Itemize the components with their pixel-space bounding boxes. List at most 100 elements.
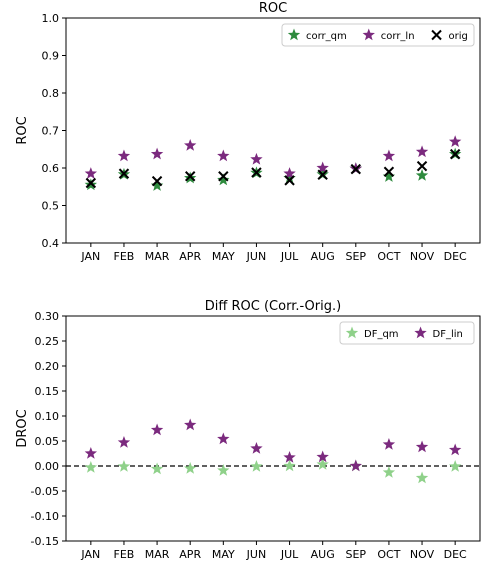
data-point <box>150 423 164 436</box>
y-tick-label: 0.20 <box>35 360 60 373</box>
legend-marker <box>431 29 442 41</box>
legend-marker <box>345 326 359 339</box>
x-tick-label: OCT <box>377 548 400 561</box>
data-point <box>117 149 131 162</box>
y-tick-label: 0.25 <box>35 335 60 348</box>
legend-label: corr_ln <box>381 31 415 42</box>
plot-frame <box>65 17 481 244</box>
data-point <box>448 443 462 456</box>
x-tick-label: JAN <box>80 548 100 561</box>
legend-item: corr_ln <box>362 28 415 42</box>
data-point <box>184 139 197 151</box>
data-point <box>84 447 98 459</box>
x-tick-label: MAR <box>145 548 170 561</box>
series-corr_qm <box>84 147 462 191</box>
chart-title: ROC <box>259 1 287 16</box>
data-point <box>316 458 329 470</box>
data-point <box>284 175 295 186</box>
x-tick-label: OCT <box>377 250 400 263</box>
y-tick-label: 0.8 <box>42 87 60 100</box>
x-tick-label: JUN <box>246 548 267 561</box>
data-point <box>217 464 230 476</box>
data-point <box>283 167 296 179</box>
legend-frame <box>339 321 475 345</box>
data-point <box>448 135 462 148</box>
data-point <box>184 418 197 431</box>
data-point <box>415 145 429 158</box>
data-point <box>85 177 97 189</box>
x-tick-label: DEC <box>444 548 467 561</box>
data-point <box>151 175 163 187</box>
x-tick-label: JAN <box>80 250 100 263</box>
x-tick-label: SEP <box>346 250 367 263</box>
data-point <box>283 451 296 463</box>
series-orig <box>85 148 461 189</box>
data-point <box>382 466 396 478</box>
x-tick-label: AUG <box>311 548 335 561</box>
data-point <box>150 462 164 475</box>
legend-label: orig <box>449 31 468 42</box>
legend-marker <box>414 326 427 339</box>
plot-frame <box>65 315 481 542</box>
data-point <box>84 461 98 473</box>
data-point <box>449 148 461 160</box>
y-tick-label: 0.7 <box>42 125 60 138</box>
data-point <box>84 167 98 179</box>
data-point <box>250 460 263 472</box>
y-tick-label: 0.9 <box>42 50 60 63</box>
data-point <box>415 169 429 181</box>
data-point <box>415 471 429 484</box>
data-point <box>415 440 429 453</box>
legend-item: orig <box>431 29 468 42</box>
x-tick-label: MAY <box>212 250 235 263</box>
x-tick-label: DEC <box>444 250 467 263</box>
y-tick-label: -0.05 <box>31 485 59 498</box>
y-tick-label: 0.10 <box>35 410 60 423</box>
data-point <box>316 450 329 463</box>
legend-label: corr_qm <box>306 31 347 42</box>
y-tick-label: 1.0 <box>42 12 60 25</box>
y-tick-label: 0.05 <box>35 435 60 448</box>
x-tick-label: AUG <box>311 250 335 263</box>
data-point <box>217 149 230 162</box>
x-tick-label: NOV <box>410 250 435 263</box>
data-point <box>317 169 328 180</box>
data-point <box>150 179 164 191</box>
diff-roc-panel: -0.15 -0.10 -0.05 0.00 0.05 0.10 0.15 0.20 0.25 0… <box>15 299 481 561</box>
x-tick-label: JUN <box>246 250 267 263</box>
y-axis-label: ROC <box>15 116 30 144</box>
x-tick-label: JUL <box>280 548 299 561</box>
y-tick-label: 0.4 <box>42 237 60 250</box>
legend-item: corr_qm <box>287 28 347 42</box>
data-point <box>382 149 396 162</box>
data-point <box>283 459 296 472</box>
series-corr_ln <box>84 135 462 179</box>
x-tick-label: FEB <box>114 548 135 561</box>
x-tick-label: FEB <box>114 250 135 263</box>
data-point <box>316 161 329 174</box>
x-tick-label: NOV <box>410 548 435 561</box>
y-tick-label: -0.10 <box>31 510 59 523</box>
chart-title: Diff ROC (Corr.-Orig.) <box>205 299 341 314</box>
data-point <box>383 166 395 177</box>
data-point <box>184 171 196 182</box>
legend-label: DF_qm <box>364 329 399 340</box>
y-tick-label: 0.6 <box>42 162 60 175</box>
x-tick-label: APR <box>179 548 201 561</box>
y-tick-label: -0.15 <box>31 535 59 548</box>
legend: corr_qm corr_ln orig <box>281 23 475 47</box>
data-point <box>349 459 362 472</box>
y-tick-label: 0.15 <box>35 385 60 398</box>
legend-item: DF_qm <box>345 326 399 340</box>
x-tick-label: JUL <box>280 250 299 263</box>
data-point <box>350 163 362 175</box>
legend-item: DF_lin <box>414 326 463 340</box>
y-tick-label: 0.00 <box>35 460 60 473</box>
legend-label: DF_lin <box>433 329 463 340</box>
data-point <box>251 167 262 178</box>
data-point <box>382 438 396 450</box>
x-tick-label: SEP <box>346 548 367 561</box>
y-axis-label: DROC <box>15 409 30 447</box>
data-point <box>448 460 462 472</box>
